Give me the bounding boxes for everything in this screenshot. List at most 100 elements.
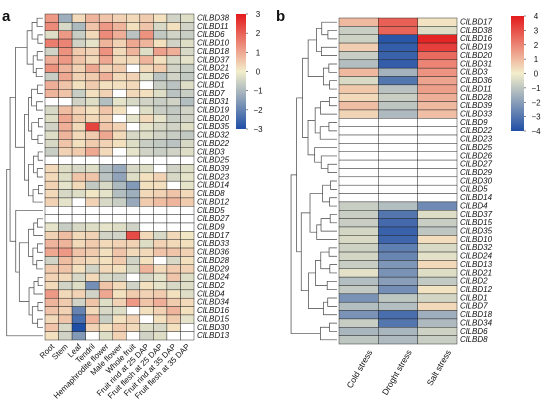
- heatmap-cell: [58, 297, 73, 307]
- heatmap-cell: [44, 231, 59, 240]
- heatmap-cell: [180, 180, 195, 190]
- heatmap-cell: [166, 206, 181, 215]
- heatmap-cell: [126, 164, 141, 174]
- heatmap-cell: [58, 172, 73, 182]
- heatmap-cell: [166, 63, 181, 73]
- heatmap-cell: [58, 272, 73, 282]
- heatmap-cell: [417, 285, 458, 295]
- heatmap-cell: [378, 226, 418, 236]
- heatmap-cell: [378, 184, 418, 194]
- heatmap-cell: [338, 34, 379, 44]
- heatmap-cell: [166, 189, 181, 199]
- colorbar-tick-label: 3: [256, 10, 261, 19]
- heatmap-cell: [44, 114, 59, 123]
- colorbar-tick-label: 0: [256, 68, 261, 77]
- heatmap-cell: [58, 38, 73, 48]
- heatmap-cell: [378, 193, 418, 203]
- heatmap-cell: [44, 172, 59, 182]
- heatmap-cell: [166, 130, 181, 140]
- heatmap-cell: [112, 122, 127, 132]
- heatmap-cell: [58, 264, 73, 274]
- heatmap-cell: [180, 314, 195, 324]
- dendrogram-branch: [327, 30, 337, 40]
- gene-label: ClLBD19: [197, 105, 230, 114]
- heatmap-cell: [71, 247, 86, 257]
- heatmap-cell: [153, 272, 168, 282]
- heatmap-cell: [58, 13, 73, 23]
- heatmap-cell: [85, 222, 100, 232]
- dendrogram: [290, 21, 337, 341]
- condition-label: Droght stress: [380, 348, 414, 397]
- heatmap-cell: [71, 222, 86, 232]
- heatmap-cell: [378, 201, 418, 211]
- colorbar: 3 2 1 0 −1 −2 −3: [236, 10, 263, 134]
- heatmap-cell: [338, 93, 379, 102]
- heatmap-cell: [139, 231, 154, 240]
- heatmap-cell: [417, 193, 458, 203]
- heatmap-cell: [153, 80, 168, 90]
- heatmap-cell: [85, 97, 100, 107]
- heatmap-cell: [126, 314, 141, 324]
- heatmap-cell: [139, 331, 154, 341]
- heatmap-cell: [180, 13, 195, 23]
- heatmap-cell: [153, 30, 168, 40]
- gene-label: ClLBD29: [460, 168, 493, 177]
- heatmap-cell: [378, 67, 418, 77]
- dendrogram-branch: [329, 197, 337, 207]
- heatmap-cell: [58, 314, 73, 324]
- heatmap-cell: [338, 159, 379, 169]
- heatmap-cell: [126, 264, 141, 274]
- heatmap-cell: [44, 63, 59, 73]
- heatmap-cell: [153, 281, 168, 291]
- heatmap-cell: [139, 139, 154, 148]
- dendrogram-branch: [329, 322, 337, 332]
- heatmap-cell: [338, 126, 379, 136]
- heatmap-cell: [153, 206, 168, 215]
- heatmap-cell: [112, 30, 127, 40]
- gene-label: ClLBD11: [460, 84, 491, 93]
- heatmap-cell: [58, 147, 73, 157]
- heatmap-cell: [417, 118, 458, 127]
- gene-label: ClLBD8: [197, 189, 225, 198]
- dendrogram-branch: [18, 242, 30, 302]
- heatmap-cell: [417, 67, 458, 77]
- gene-label: ClLBD14: [197, 181, 230, 190]
- heatmap-cell: [166, 197, 181, 207]
- heatmap-cell: [139, 239, 154, 249]
- colorbar-tick-label: −2: [531, 98, 541, 107]
- dendrogram-branch: [328, 63, 337, 73]
- dendrogram-branch: [38, 185, 43, 195]
- heatmap-cell: [98, 55, 113, 65]
- heatmap-cell: [71, 164, 86, 174]
- dendrogram-branch: [302, 57, 309, 138]
- heatmap-cell: [153, 63, 168, 73]
- heatmap-cell: [71, 197, 86, 207]
- heatmap-cell: [417, 301, 458, 311]
- heatmap-cell: [98, 164, 113, 174]
- gene-label: ClLBD21: [197, 64, 229, 73]
- heatmap-cell: [85, 231, 100, 240]
- condition-label: Cold stress: [344, 348, 374, 390]
- heatmap-cell: [338, 134, 379, 144]
- heatmap-cell: [98, 239, 113, 249]
- heatmap-cell: [98, 231, 113, 240]
- heatmap-cell: [417, 276, 458, 286]
- heatmap-cell: [85, 297, 100, 307]
- gene-label: ClLBD12: [460, 285, 493, 294]
- heatmap-cell: [417, 251, 458, 261]
- heatmap-cell: [153, 231, 168, 240]
- heatmap-cell: [58, 331, 73, 341]
- heatmap-cell: [112, 63, 127, 73]
- heatmap-cell: [166, 239, 181, 249]
- heatmap-cell: [166, 214, 181, 224]
- heatmap-cell: [166, 231, 181, 240]
- dendrogram-branch: [37, 302, 43, 312]
- heatmap-cell: [139, 89, 154, 98]
- heatmap-cell: [58, 63, 73, 73]
- heatmap-cell: [139, 22, 154, 31]
- dendrogram-branch: [296, 97, 303, 253]
- heatmap-cell: [139, 122, 154, 132]
- heatmap-cell: [126, 272, 141, 282]
- heatmap-cell: [85, 164, 100, 174]
- heatmap-cell: [126, 189, 141, 199]
